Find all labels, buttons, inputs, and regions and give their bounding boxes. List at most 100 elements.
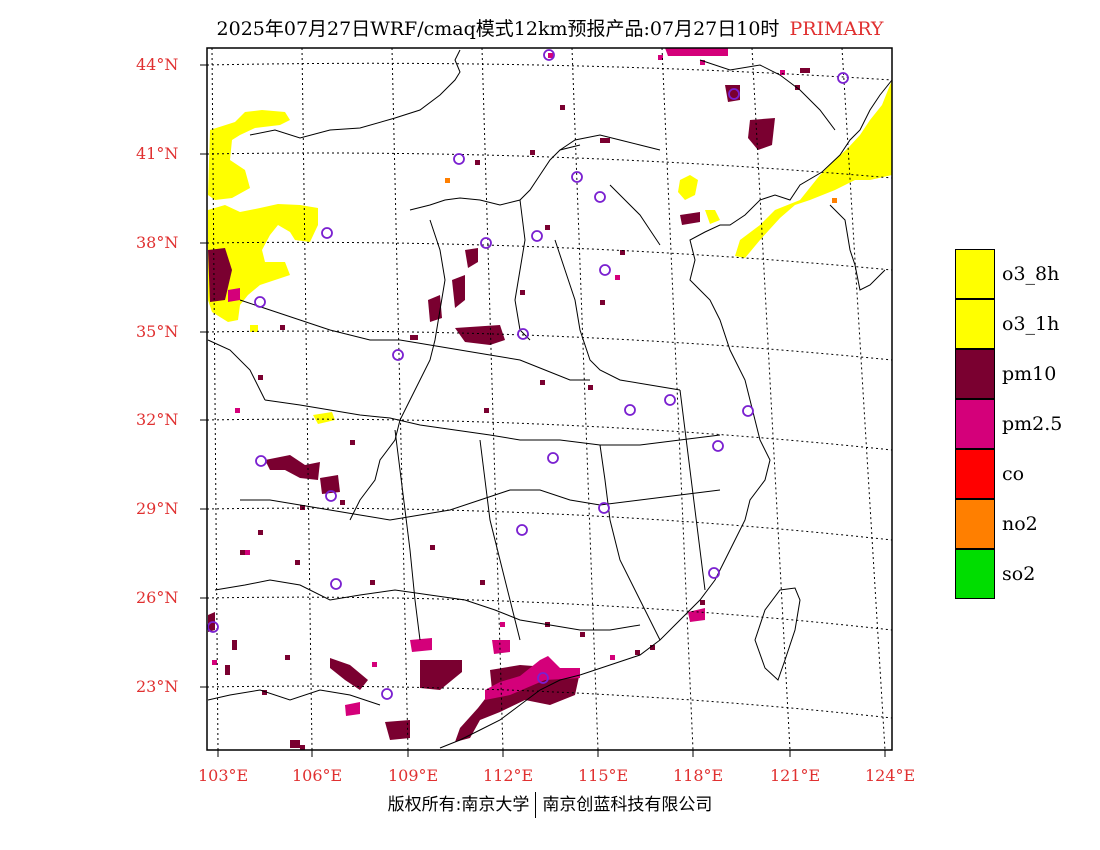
legend-item-pm10: pm10 (955, 349, 1085, 399)
legend-swatch (955, 249, 995, 299)
pm10-region-hebei (748, 118, 775, 150)
lon-label-115: 115°E (578, 766, 629, 785)
province-border-16 (609, 184, 661, 246)
o3-region-small-1 (705, 210, 720, 224)
axis-ticks (200, 64, 886, 757)
national-border (249, 49, 461, 139)
pm10-region-shanxi-1 (465, 248, 478, 268)
lon-label-121: 121°E (770, 766, 821, 785)
legend-label: so2 (1002, 563, 1036, 585)
lon-label-118: 118°E (673, 766, 724, 785)
title-text: 2025年07月27日WRF/cmaq模式12km预报产品:07月27日10时 (216, 18, 780, 40)
legend-item-so2: so2 (955, 549, 1085, 599)
legend-swatch (955, 499, 995, 549)
pm-regions (208, 48, 775, 742)
legend-swatch (955, 299, 995, 349)
legend-label: o3_8h (1002, 263, 1060, 285)
province-border-15 (559, 134, 661, 151)
lon-label-103: 103°E (198, 766, 249, 785)
province-border-17 (699, 59, 836, 131)
lat-label-26: 26°N (136, 588, 179, 607)
pm25-region-gansu (228, 288, 240, 302)
title-tag: PRIMARY (789, 18, 884, 40)
lat-label-44: 44°N (136, 55, 179, 74)
o3-region-small-2 (313, 412, 335, 424)
map-frame (206, 47, 893, 751)
legend-swatch (955, 449, 995, 499)
province-border-7 (240, 489, 721, 521)
pm25-region-guangdong (485, 656, 580, 700)
legend-item-co: co (955, 449, 1085, 499)
legend-label: pm2.5 (1002, 413, 1063, 435)
province-border-18 (207, 689, 381, 706)
pm10-region-shanxi-2 (452, 275, 465, 308)
legend-label: pm10 (1002, 363, 1057, 385)
province-border-12 (679, 389, 706, 591)
pm-pixels (225, 68, 810, 750)
o3-region-northwest (208, 110, 290, 200)
province-border-10 (394, 429, 421, 641)
lon-label-106: 106°E (292, 766, 343, 785)
province-border-8 (214, 579, 641, 631)
copyright-right: 南京创蓝科技有限公司 (542, 795, 713, 815)
copyright-footer: 版权所有:南京大学 南京创蓝科技有限公司 (0, 790, 1100, 818)
lat-label-35: 35°N (136, 322, 179, 341)
province-border-3 (514, 199, 531, 341)
lat-label-32: 32°N (136, 410, 179, 429)
province-border-11 (599, 444, 661, 641)
province-border-5 (329, 329, 590, 381)
pm10-region-tianjin (680, 212, 700, 225)
graticule (206, 47, 893, 751)
pm25-region-guangdong-2 (492, 640, 510, 654)
pm10-region-shaanxi (428, 295, 442, 322)
lat-label-29: 29°N (136, 499, 179, 518)
pm10-region-guangxi-1 (330, 658, 368, 690)
lat-label-23: 23°N (136, 677, 179, 696)
legend-swatch (955, 399, 995, 449)
no2-pixels (445, 178, 837, 203)
korea-border (829, 204, 886, 291)
pm10-region-guangxi-2 (420, 660, 462, 690)
taiwan (754, 587, 801, 681)
legend: o3_8h o3_1h pm10 pm2.5 co no2 so2 (955, 249, 1085, 599)
province-border-1 (409, 144, 581, 211)
map-title: 2025年07月27日WRF/cmaq模式12km预报产品:07月27日10时 P… (0, 14, 1100, 41)
o3-region-northeast-coast (735, 80, 892, 258)
o3-region-bohai (678, 175, 698, 200)
lon-label-109: 109°E (388, 766, 439, 785)
legend-swatch (955, 549, 995, 599)
province-border-14 (207, 339, 266, 401)
pm10-region-hainan (385, 720, 410, 740)
footer-separator (535, 792, 537, 818)
province-border-2 (349, 219, 446, 521)
legend-item-no2: no2 (955, 499, 1085, 549)
province-border-6 (264, 399, 721, 446)
coastline-east (439, 79, 893, 749)
borders (207, 49, 893, 749)
pm10-region-sichuan (265, 455, 320, 480)
copyright-left: 版权所有:南京大学 (387, 795, 530, 815)
legend-label: co (1002, 463, 1025, 485)
pm25-region-north (665, 48, 728, 56)
province-border-9 (479, 439, 521, 641)
province-border-4 (554, 239, 681, 391)
legend-item-o3-1h: o3_1h (955, 299, 1085, 349)
legend-item-pm25: pm2.5 (955, 399, 1085, 449)
pm25-region-small (345, 702, 360, 716)
legend-item-o3-8h: o3_8h (955, 249, 1085, 299)
pm25-region-guangxi (410, 638, 432, 652)
pm10-region-henan (455, 325, 505, 345)
pm25-pixels (212, 53, 785, 667)
lat-label-38: 38°N (136, 233, 179, 252)
legend-label: o3_1h (1002, 313, 1060, 335)
lon-label-112: 112°E (483, 766, 534, 785)
pm10-region-chongqing (320, 475, 340, 494)
pm10-region-guangdong (455, 665, 580, 742)
legend-swatch (955, 349, 995, 399)
o3-region-small-3 (250, 325, 258, 332)
legend-label: no2 (1002, 513, 1038, 535)
lat-label-41: 41°N (136, 144, 179, 163)
stations (207, 49, 849, 700)
lon-label-124: 124°E (865, 766, 916, 785)
